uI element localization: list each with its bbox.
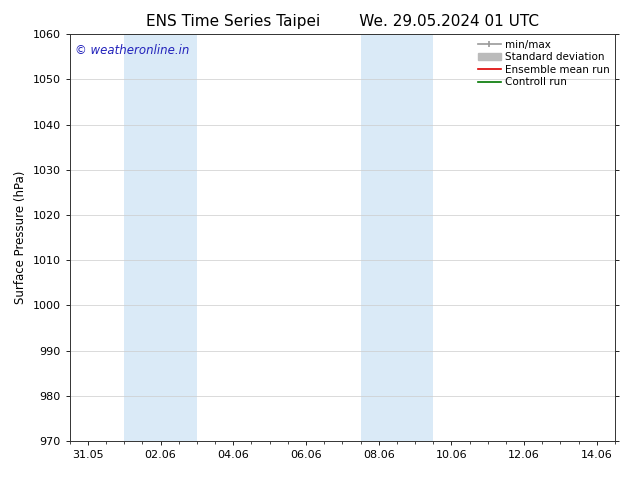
Bar xyxy=(124,34,197,441)
Bar xyxy=(361,34,433,441)
Text: © weatheronline.in: © weatheronline.in xyxy=(75,45,190,57)
Legend: min/max, Standard deviation, Ensemble mean run, Controll run: min/max, Standard deviation, Ensemble me… xyxy=(476,37,612,89)
Title: ENS Time Series Taipei        We. 29.05.2024 01 UTC: ENS Time Series Taipei We. 29.05.2024 01… xyxy=(146,14,539,29)
Y-axis label: Surface Pressure (hPa): Surface Pressure (hPa) xyxy=(14,171,27,304)
